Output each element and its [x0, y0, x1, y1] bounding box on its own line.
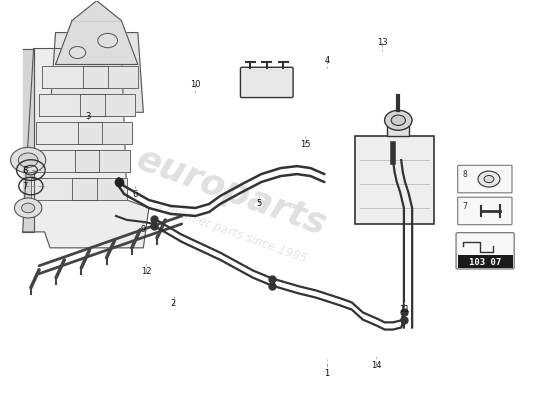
Polygon shape: [78, 122, 133, 144]
FancyBboxPatch shape: [458, 165, 512, 193]
Circle shape: [384, 110, 412, 130]
Text: 103 07: 103 07: [469, 258, 501, 266]
Polygon shape: [23, 48, 34, 232]
Circle shape: [98, 33, 118, 48]
Bar: [387, 124, 409, 136]
Text: a premier parts since 1985: a premier parts since 1985: [154, 198, 309, 265]
Text: 2: 2: [171, 299, 176, 308]
Polygon shape: [50, 32, 144, 112]
FancyBboxPatch shape: [456, 233, 514, 269]
Bar: [458, 255, 513, 268]
Polygon shape: [34, 150, 100, 172]
Text: 15: 15: [300, 140, 310, 149]
Circle shape: [484, 176, 494, 183]
Circle shape: [21, 203, 35, 213]
Polygon shape: [80, 94, 135, 116]
Text: 7: 7: [23, 182, 28, 190]
Polygon shape: [83, 66, 138, 88]
Text: 5: 5: [256, 200, 261, 208]
Text: 8: 8: [23, 166, 28, 175]
Polygon shape: [56, 21, 138, 64]
Polygon shape: [75, 150, 130, 172]
Bar: [355, 136, 434, 224]
Circle shape: [18, 153, 38, 167]
Polygon shape: [39, 94, 105, 116]
Circle shape: [478, 171, 500, 187]
Text: 1: 1: [324, 369, 330, 378]
Text: 11: 11: [399, 305, 409, 314]
Polygon shape: [72, 178, 127, 200]
Text: 4: 4: [324, 56, 330, 65]
Circle shape: [391, 115, 405, 126]
Text: 13: 13: [377, 38, 387, 47]
Text: 8: 8: [462, 170, 467, 179]
FancyBboxPatch shape: [240, 67, 293, 98]
Polygon shape: [36, 122, 102, 144]
Text: 7: 7: [462, 202, 467, 211]
Polygon shape: [23, 48, 149, 248]
Text: 9: 9: [141, 225, 146, 234]
Text: 3: 3: [86, 112, 91, 121]
Polygon shape: [72, 1, 122, 21]
Text: 14: 14: [371, 361, 382, 370]
Circle shape: [14, 198, 42, 218]
Text: europarts: europarts: [131, 142, 331, 242]
Text: 12: 12: [141, 267, 151, 276]
Circle shape: [69, 46, 86, 58]
Circle shape: [10, 147, 46, 173]
Text: 10: 10: [190, 80, 201, 89]
Text: 6: 6: [133, 190, 138, 198]
FancyBboxPatch shape: [458, 197, 512, 225]
Polygon shape: [42, 66, 108, 88]
Polygon shape: [31, 178, 97, 200]
